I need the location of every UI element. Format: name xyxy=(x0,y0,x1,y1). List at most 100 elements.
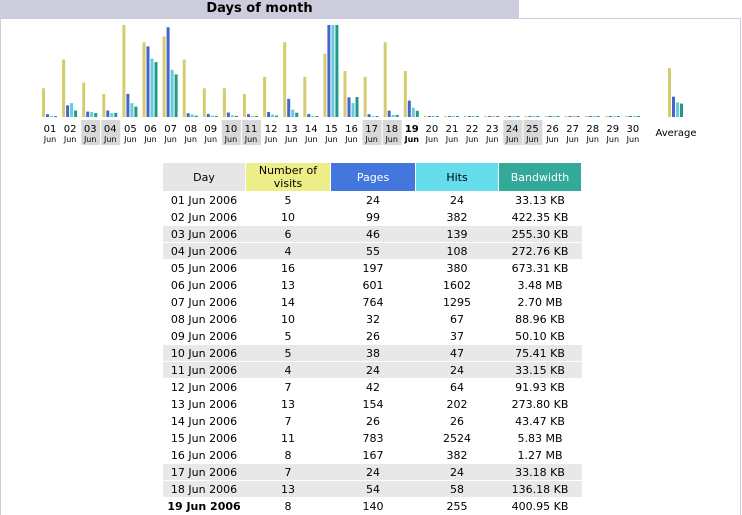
pages-cell: 197 xyxy=(330,259,416,277)
bar-pages xyxy=(548,116,552,117)
bar-pages xyxy=(628,116,632,117)
table-row: 03 Jun 2006 6 46 139 255.30 KB xyxy=(162,225,582,243)
bandwidth-cell: 400.95 KB xyxy=(498,497,582,514)
visits-cell: 13 xyxy=(245,395,331,413)
pages-cell: 783 xyxy=(330,429,416,447)
month-tick-label: Jun xyxy=(103,135,117,144)
bar-number-of-visits xyxy=(303,76,307,117)
bar-pages xyxy=(588,116,592,117)
day-tick-label: 28 xyxy=(586,124,599,135)
bar-bandwidth xyxy=(54,116,57,117)
day-cell: 18 Jun 2006 xyxy=(162,480,246,498)
bar-hits xyxy=(592,116,596,117)
hits-cell: 47 xyxy=(415,344,499,362)
bar-hits xyxy=(431,116,435,117)
bar-hits xyxy=(251,116,254,117)
month-tick-label: Jun xyxy=(445,135,459,144)
bar-bandwidth xyxy=(74,110,78,117)
col-pages-header: Pages xyxy=(330,162,416,192)
day-tick-label: 12 xyxy=(265,124,278,135)
day-cell: 09 Jun 2006 xyxy=(162,327,246,345)
bar-pages xyxy=(166,27,170,118)
bandwidth-cell: 33.15 KB xyxy=(498,361,582,379)
bar-hits xyxy=(90,111,94,117)
visits-cell: 5 xyxy=(245,327,331,345)
bar-bandwidth xyxy=(315,116,319,117)
bar-number-of-visits xyxy=(182,59,186,117)
bar-bandwidth xyxy=(476,116,480,117)
day-cell: 15 Jun 2006 xyxy=(162,429,246,447)
day-cell: 05 Jun 2006 xyxy=(162,259,246,277)
month-tick-label: Jun xyxy=(545,135,559,144)
pages-cell: 764 xyxy=(330,293,416,311)
month-tick-label: Jun xyxy=(626,135,640,144)
visits-cell: 5 xyxy=(245,344,331,362)
bar-bandwidth xyxy=(154,62,158,117)
day-tick-label: 07 xyxy=(164,124,177,135)
table-row: 12 Jun 2006 7 42 64 91.93 KB xyxy=(162,378,582,396)
bar-number-of-visits xyxy=(423,116,427,117)
bar-number-of-visits xyxy=(323,53,327,117)
weekend-label-bg xyxy=(101,120,121,145)
visits-cell: 10 xyxy=(245,310,331,328)
bar-hits xyxy=(271,114,275,117)
bar-number-of-visits xyxy=(624,116,628,117)
month-tick-label: Jun xyxy=(606,135,620,144)
day-cell: 17 Jun 2006 xyxy=(162,463,246,481)
bar-bandwidth xyxy=(134,106,138,117)
day-tick-label: 10 xyxy=(225,124,238,135)
bar-number-of-visits xyxy=(504,116,508,117)
month-tick-label: Jun xyxy=(163,135,177,144)
visits-cell: 7 xyxy=(245,463,331,481)
month-tick-label: Jun xyxy=(304,135,318,144)
hits-cell: 2524 xyxy=(415,429,499,447)
month-tick-label: Jun xyxy=(585,135,599,144)
bar-pages xyxy=(287,98,291,117)
bar-pages xyxy=(186,113,190,117)
day-tick-label: 16 xyxy=(345,124,358,135)
month-tick-label: Jun xyxy=(183,135,197,144)
hits-cell: 382 xyxy=(415,208,499,226)
average-bar-pages xyxy=(672,96,675,117)
hits-cell: 24 xyxy=(415,191,499,209)
month-tick-label: Jun xyxy=(204,135,218,144)
visits-cell: 13 xyxy=(245,480,331,498)
hits-cell: 64 xyxy=(415,378,499,396)
pages-cell: 38 xyxy=(330,344,416,362)
bar-bandwidth xyxy=(335,25,339,117)
bar-hits xyxy=(532,116,536,117)
bar-hits xyxy=(150,58,154,117)
bar-pages xyxy=(488,116,492,117)
month-tick-label: Jun xyxy=(143,135,157,144)
month-tick-label: Jun xyxy=(344,135,358,144)
col-hits-header: Hits xyxy=(415,162,499,192)
bar-bandwidth xyxy=(194,115,198,117)
days-of-month-chart: 01Jun02Jun03Jun04Jun05Jun06Jun07Jun08Jun… xyxy=(42,25,697,145)
day-tick-label: 02 xyxy=(64,124,77,135)
bar-hits xyxy=(612,116,616,117)
bar-number-of-visits xyxy=(42,88,45,117)
bandwidth-cell: 3.48 MB xyxy=(498,276,582,294)
bar-number-of-visits xyxy=(584,116,588,117)
bandwidth-cell: 33.18 KB xyxy=(498,463,582,481)
bandwidth-cell: 2.70 MB xyxy=(498,293,582,311)
bar-bandwidth xyxy=(435,116,439,117)
bandwidth-cell: 88.96 KB xyxy=(498,310,582,328)
bar-pages xyxy=(106,110,110,117)
table-row: 07 Jun 2006 14 764 1295 2.70 MB xyxy=(162,293,582,311)
bar-number-of-visits xyxy=(524,116,528,117)
bar-hits xyxy=(170,69,174,117)
weekend-label-bg xyxy=(81,120,101,145)
day-tick-label: 22 xyxy=(466,124,479,135)
hits-cell: 139 xyxy=(415,225,499,243)
day-tick-label: 24 xyxy=(506,124,519,135)
pages-cell: 24 xyxy=(330,191,416,209)
bar-hits xyxy=(110,113,114,117)
bandwidth-cell: 136.18 KB xyxy=(498,480,582,498)
average-bar-hits xyxy=(676,102,679,117)
bar-hits xyxy=(190,114,194,117)
pages-cell: 140 xyxy=(330,497,416,514)
bar-pages xyxy=(46,114,49,117)
pages-cell: 42 xyxy=(330,378,416,396)
day-tick-label: 30 xyxy=(627,124,640,135)
